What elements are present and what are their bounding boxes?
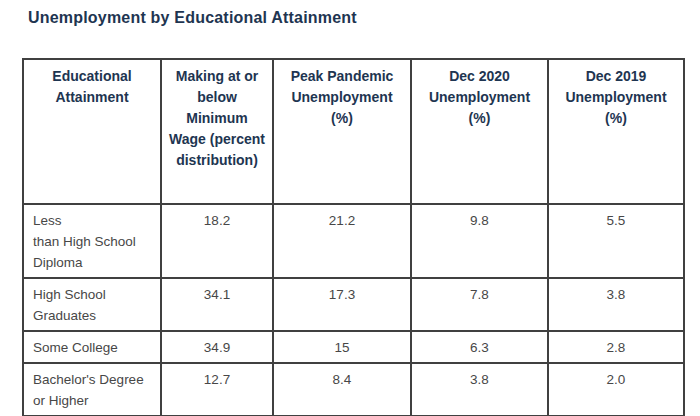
table-cell: 18.2 bbox=[161, 204, 273, 278]
table-cell: 21.2 bbox=[273, 204, 411, 278]
table-cell: 2.8 bbox=[548, 331, 684, 363]
table-row: Lessthan High SchoolDiploma18.221.29.85.… bbox=[23, 204, 684, 278]
table-cell: 17.3 bbox=[273, 278, 411, 331]
column-header-dec-2019: Dec 2019 Unemployment (%) bbox=[548, 59, 684, 204]
page-title: Unemployment by Educational Attainment bbox=[28, 9, 357, 27]
data-table: Educational Attainment Making at or belo… bbox=[22, 58, 685, 416]
table-header-row: Educational Attainment Making at or belo… bbox=[23, 59, 684, 204]
table-cell: 7.8 bbox=[411, 278, 548, 331]
table-body: Lessthan High SchoolDiploma18.221.29.85.… bbox=[23, 204, 684, 416]
row-label-cell: Some College bbox=[23, 331, 161, 363]
table-cell: 34.9 bbox=[161, 331, 273, 363]
column-header-educational-attainment: Educational Attainment bbox=[23, 59, 161, 204]
table-cell: 2.0 bbox=[548, 363, 684, 416]
table-cell: 8.4 bbox=[273, 363, 411, 416]
row-label-cell: High SchoolGraduates bbox=[23, 278, 161, 331]
row-label-cell: Bachelor's Degreeor Higher bbox=[23, 363, 161, 416]
table-row: Some College34.9156.32.8 bbox=[23, 331, 684, 363]
table-cell: 3.8 bbox=[548, 278, 684, 331]
table-cell: 5.5 bbox=[548, 204, 684, 278]
table-cell: 15 bbox=[273, 331, 411, 363]
table-cell: 3.8 bbox=[411, 363, 548, 416]
column-header-dec-2020: Dec 2020 Unemployment (%) bbox=[411, 59, 548, 204]
table-cell: 6.3 bbox=[411, 331, 548, 363]
column-header-minimum-wage: Making at or below Minimum Wage (percent… bbox=[161, 59, 273, 204]
table-cell: 9.8 bbox=[411, 204, 548, 278]
table-row: Bachelor's Degreeor Higher12.78.43.82.0 bbox=[23, 363, 684, 416]
column-header-peak-pandemic: Peak Pandemic Unemployment (%) bbox=[273, 59, 411, 204]
table-cell: 34.1 bbox=[161, 278, 273, 331]
table-row: High SchoolGraduates34.117.37.83.8 bbox=[23, 278, 684, 331]
row-label-cell: Lessthan High SchoolDiploma bbox=[23, 204, 161, 278]
table-cell: 12.7 bbox=[161, 363, 273, 416]
